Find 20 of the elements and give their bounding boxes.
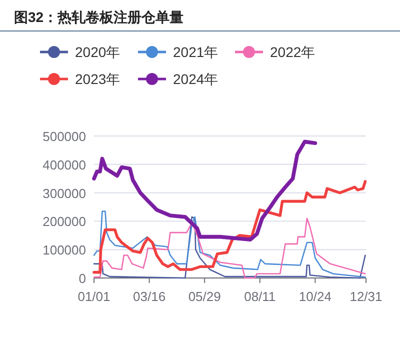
- x-tick-label: 05/29: [188, 289, 221, 304]
- y-tick-label: 100000: [42, 242, 86, 258]
- legend-label: 2023年: [75, 71, 120, 87]
- line-series: [92, 140, 318, 242]
- chart-title: 图32：热轧卷板注册仓单量: [14, 9, 184, 25]
- legend-label: 2020年: [75, 44, 120, 60]
- x-tick-label: 03/16: [133, 289, 166, 304]
- x-tick-label: 10/24: [298, 289, 332, 304]
- y-tick-label: 0: [78, 271, 86, 286]
- legend-label: 2021年: [173, 44, 218, 60]
- y-tick-label: 200000: [42, 214, 86, 230]
- y-tick-label: 400000: [42, 157, 86, 172]
- legend-label: 2022年: [270, 44, 316, 60]
- y-tick-label: 500000: [42, 129, 86, 144]
- x-tick-label: 08/11: [244, 289, 276, 304]
- line-series: [92, 180, 367, 274]
- legend-label: 2024年: [173, 71, 218, 87]
- x-tick-label: 01/01: [78, 289, 110, 304]
- x-tick-label: 12/31: [350, 289, 382, 304]
- y-tick-label: 300000: [42, 186, 86, 201]
